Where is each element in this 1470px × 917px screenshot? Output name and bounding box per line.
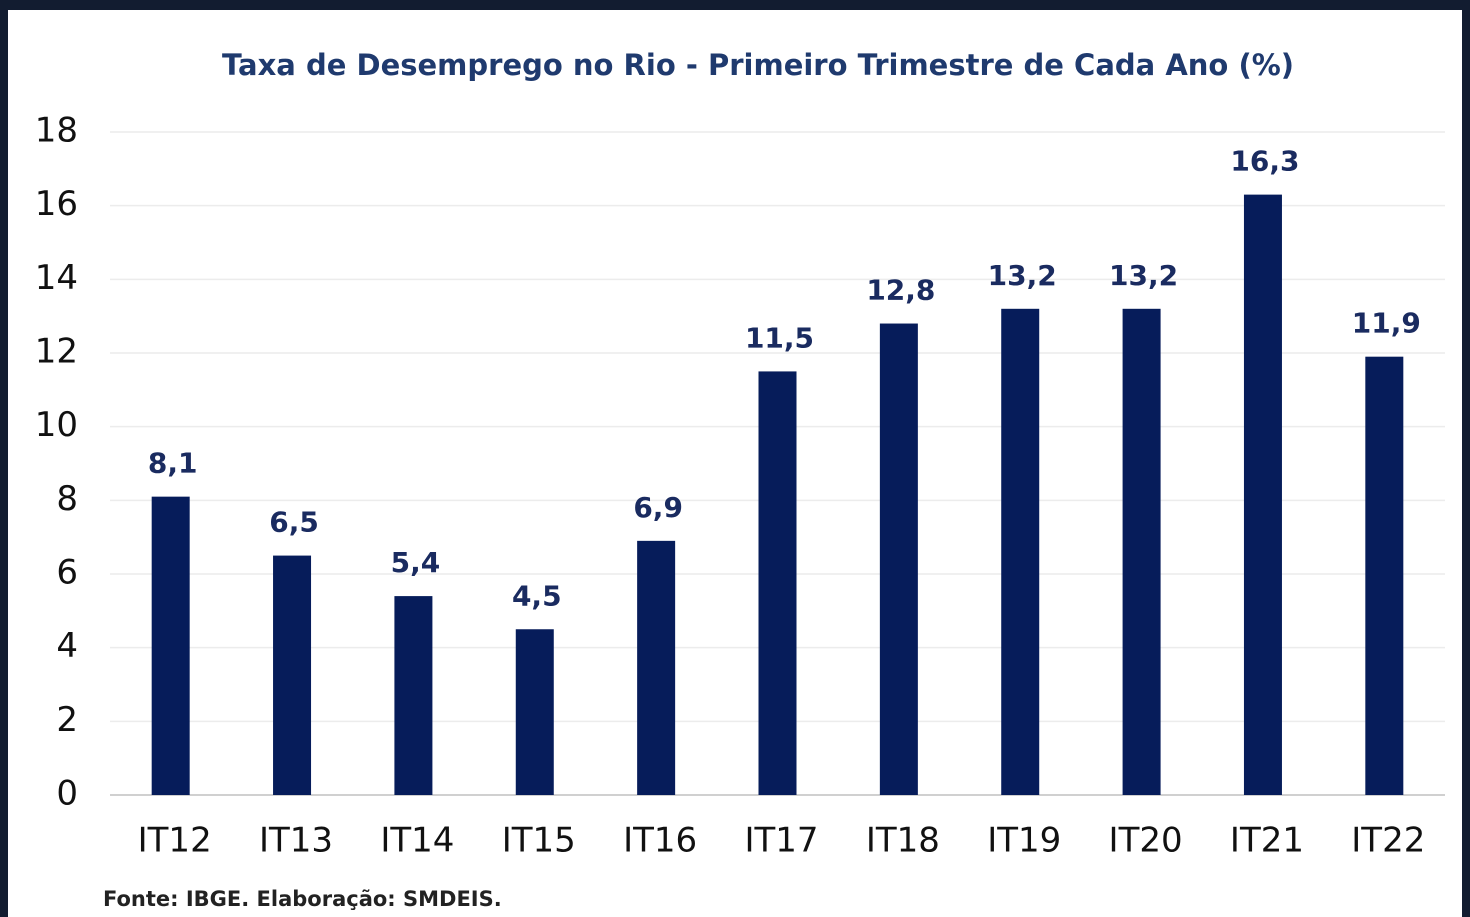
value-label: 11,5 bbox=[745, 321, 814, 354]
x-tick-label: IT12 bbox=[138, 821, 212, 861]
y-tick-label: 2 bbox=[56, 700, 78, 740]
y-tick-label: 10 bbox=[35, 405, 78, 445]
x-tick-label: IT17 bbox=[744, 821, 818, 861]
chart-title: Taxa de Desemprego no Rio - Primeiro Tri… bbox=[222, 48, 1294, 82]
x-tick-label: IT16 bbox=[623, 821, 697, 861]
y-tick-label: 18 bbox=[35, 111, 78, 151]
bar bbox=[151, 496, 190, 795]
y-tick-label: 4 bbox=[56, 626, 78, 666]
bar bbox=[758, 371, 797, 795]
bar bbox=[1365, 356, 1404, 795]
value-label: 4,5 bbox=[512, 579, 562, 612]
y-tick-label: 16 bbox=[35, 184, 78, 224]
value-label: 13,2 bbox=[988, 259, 1057, 292]
value-label: 16,3 bbox=[1230, 145, 1299, 178]
value-label: 11,9 bbox=[1352, 307, 1421, 340]
y-tick-label: 12 bbox=[35, 332, 78, 372]
value-label: 6,5 bbox=[269, 506, 319, 539]
value-label: 5,4 bbox=[391, 546, 441, 579]
y-tick-label: 8 bbox=[56, 479, 78, 519]
bar bbox=[1122, 308, 1161, 795]
x-tick-label: IT22 bbox=[1351, 821, 1425, 861]
x-tick-label: IT20 bbox=[1109, 821, 1183, 861]
source-note: Fonte: IBGE. Elaboração: SMDEIS. bbox=[103, 887, 502, 911]
value-label: 8,1 bbox=[148, 447, 198, 480]
value-label: 6,9 bbox=[633, 491, 683, 524]
bar bbox=[1243, 194, 1282, 795]
x-tick-label: IT15 bbox=[502, 821, 576, 861]
x-tick-label: IT13 bbox=[259, 821, 333, 861]
x-tick-label: IT14 bbox=[380, 821, 454, 861]
bar bbox=[1001, 308, 1040, 795]
value-label: 13,2 bbox=[1109, 259, 1178, 292]
y-tick-label: 6 bbox=[56, 553, 78, 593]
panel bbox=[8, 10, 1462, 917]
x-tick-label: IT19 bbox=[987, 821, 1061, 861]
bar bbox=[394, 596, 433, 795]
value-label: 12,8 bbox=[866, 274, 935, 307]
bar bbox=[879, 323, 918, 795]
bar bbox=[515, 629, 554, 795]
x-tick-label: IT21 bbox=[1230, 821, 1304, 861]
y-tick-label: 14 bbox=[35, 258, 78, 298]
bar bbox=[273, 555, 312, 795]
bar bbox=[637, 540, 676, 795]
x-tick-label: IT18 bbox=[866, 821, 940, 861]
y-tick-label: 0 bbox=[56, 774, 78, 814]
